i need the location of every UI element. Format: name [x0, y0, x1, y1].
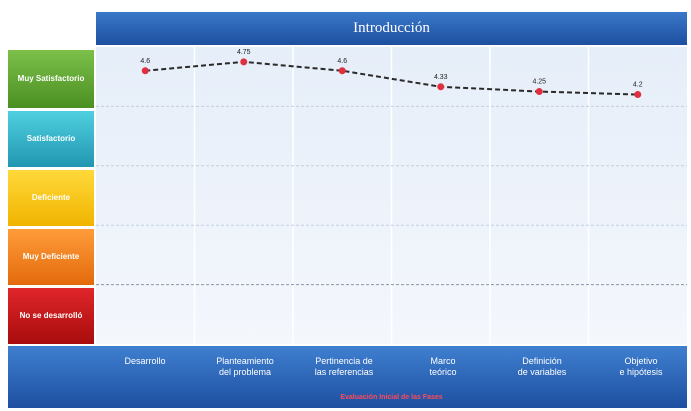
x-tick-desarrollo: Desarrollo [124, 356, 166, 366]
series-line [145, 60, 638, 96]
x-tick-marco-teorico: Marco teórico [429, 356, 457, 377]
x-tick-planteamiento: Planteamiento del problema [216, 356, 274, 377]
data-label: 4.33 [434, 74, 448, 81]
y-band-label-deficiente: Deficiente [8, 170, 94, 226]
x-axis-bar [8, 346, 687, 408]
data-label: 4.75 [237, 49, 251, 56]
line-chart: 4.6 4.75 4.6 4.33 4.25 4.2 [96, 47, 687, 344]
data-point [141, 67, 149, 75]
data-point [437, 83, 445, 91]
data-point [240, 58, 248, 66]
data-point [535, 88, 543, 96]
x-tick-definicion-variables: Definición de variables [517, 356, 567, 377]
y-band-label-no-desarrollo: No se desarrolló [8, 288, 94, 344]
plot-area: 4.6 4.75 4.6 4.33 4.25 4.2 [96, 47, 687, 344]
y-band-label-satisfactorio: Satisfactorio [8, 111, 94, 167]
y-band-label-muy-satisfactorio: Muy Satisfactorio [8, 50, 94, 108]
y-band-label-muy-deficiente: Muy Deficiente [8, 229, 94, 285]
data-label: 4.25 [532, 79, 546, 86]
data-point [634, 91, 642, 99]
x-tick-pertinencia: Pertinencia de las referencias [314, 356, 374, 377]
x-tick-objetivo-hipotesis: Objetivo e hipótesis [619, 356, 663, 377]
data-label: 4.2 [633, 82, 643, 89]
data-point [338, 67, 346, 75]
data-label: 4.6 [140, 58, 150, 65]
data-label: 4.6 [337, 58, 347, 65]
chart-title: Introducción [96, 12, 687, 45]
x-axis-label: Evaluación Inicial de las Fases [340, 394, 443, 401]
